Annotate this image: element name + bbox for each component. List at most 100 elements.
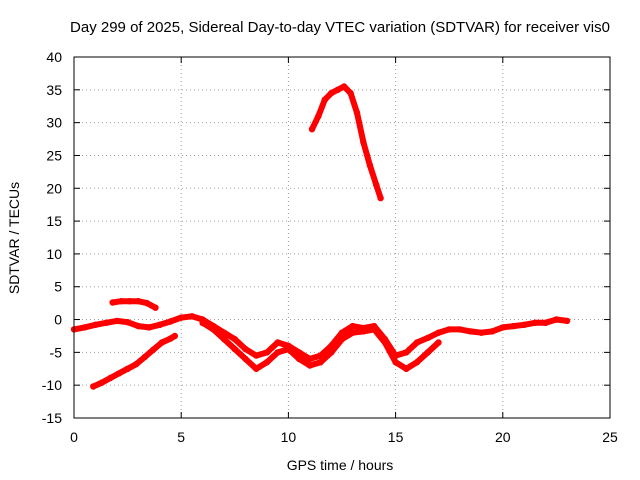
data-point — [150, 346, 157, 353]
data-point — [107, 374, 114, 382]
data-point — [124, 365, 131, 372]
data-point — [115, 370, 123, 377]
data-point — [403, 349, 410, 356]
data-point — [531, 319, 539, 326]
data-point — [521, 321, 528, 328]
data-point — [328, 89, 335, 97]
data-point — [563, 317, 571, 325]
x-tick-label: 5 — [177, 429, 185, 445]
data-point — [349, 329, 356, 336]
data-point — [392, 359, 399, 366]
data-point — [424, 334, 431, 342]
data-point — [317, 359, 324, 366]
data-point — [126, 298, 133, 305]
data-point — [81, 324, 88, 331]
y-tick-label: 35 — [46, 82, 62, 98]
data-point — [360, 139, 367, 146]
data-point — [178, 314, 185, 321]
grid-lines — [74, 57, 610, 418]
data-point — [308, 126, 316, 133]
y-tick-label: 30 — [46, 115, 62, 131]
y-tick-label: 25 — [46, 147, 62, 163]
x-tick-label: 0 — [70, 429, 78, 445]
data-point — [242, 355, 249, 363]
data-point — [467, 328, 474, 335]
data-point — [435, 329, 442, 336]
data-point — [328, 349, 335, 356]
y-tick-label: 0 — [54, 312, 62, 328]
y-axis-label: SDTVAR / TECUs — [6, 182, 22, 294]
data-point — [295, 355, 303, 363]
y-tick-label: -10 — [42, 377, 62, 393]
data-point — [109, 299, 116, 306]
y-tick-labels: -15 -10 -5 0 5 10 15 20 25 30 35 40 — [42, 49, 62, 426]
data-point — [366, 162, 374, 169]
data-point — [360, 328, 367, 335]
x-tick-label: 10 — [281, 429, 297, 445]
data-point — [403, 365, 410, 372]
data-point — [171, 332, 178, 340]
data-point — [152, 304, 159, 311]
data-point — [124, 319, 131, 326]
data-point — [220, 336, 228, 343]
x-axis-label: GPS time / hours — [287, 457, 394, 473]
data-point — [118, 298, 125, 305]
data-point — [242, 345, 249, 353]
data-point — [188, 313, 196, 320]
plot-frame — [73, 56, 611, 419]
data-point — [98, 379, 106, 386]
data-point — [553, 316, 560, 323]
axis-ticks — [73, 56, 611, 419]
data-point — [143, 299, 151, 307]
data-point — [542, 319, 549, 326]
data-point — [199, 319, 206, 326]
data-point — [373, 181, 380, 189]
data-point — [145, 324, 153, 331]
data-point — [446, 326, 453, 333]
data-point — [113, 317, 121, 325]
data-point — [510, 322, 517, 330]
data-point — [340, 83, 348, 90]
data-point — [210, 326, 217, 333]
data-point — [158, 339, 166, 346]
data-point — [424, 349, 431, 356]
y-tick-label: -5 — [50, 344, 63, 360]
y-tick-label: 20 — [46, 180, 62, 196]
data-point — [338, 329, 346, 336]
data-point — [92, 321, 99, 328]
x-tick-label: 20 — [495, 429, 511, 445]
data-point — [347, 89, 354, 97]
data-point — [274, 349, 281, 356]
data-point — [334, 86, 341, 94]
data-point — [456, 326, 464, 333]
data-point — [306, 362, 313, 369]
chart-title: Day 299 of 2025, Sidereal Day-to-day VTE… — [70, 19, 610, 36]
data-point — [90, 383, 97, 390]
y-tick-label: 40 — [46, 49, 62, 65]
data-point — [371, 326, 378, 333]
data-point — [231, 345, 238, 353]
y-tick-label: 15 — [46, 213, 62, 229]
x-tick-label: 15 — [388, 429, 404, 445]
x-tick-label: 25 — [602, 429, 618, 445]
data-point — [231, 336, 238, 343]
y-tick-label: 5 — [54, 279, 62, 295]
data-series — [70, 83, 571, 390]
y-tick-label: 10 — [46, 246, 62, 262]
data-point — [103, 319, 110, 326]
data-point — [338, 336, 346, 343]
data-point — [263, 359, 271, 366]
data-point — [141, 353, 148, 361]
data-point — [285, 345, 292, 353]
y-tick-label: -15 — [42, 410, 62, 426]
data-point — [478, 329, 485, 336]
data-point — [306, 355, 313, 363]
data-point — [353, 109, 361, 117]
data-point — [253, 365, 260, 372]
data-point — [133, 361, 140, 368]
data-point — [488, 328, 496, 335]
data-point — [377, 194, 384, 202]
data-point — [499, 324, 506, 331]
